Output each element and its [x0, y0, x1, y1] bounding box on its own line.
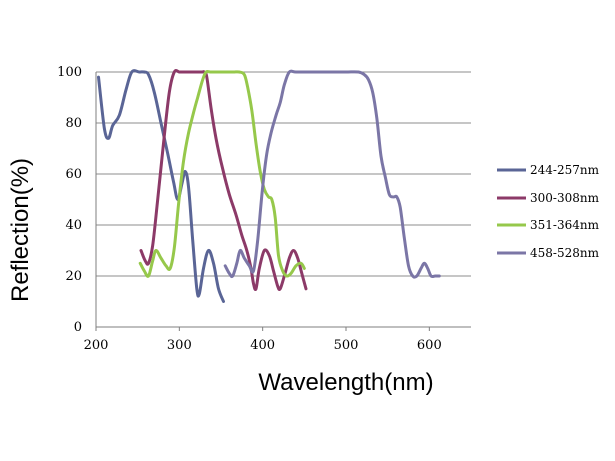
legend-label-300-308: 300-308nm [530, 191, 600, 205]
y-tick-label: 0 [74, 320, 82, 335]
legend-label-458-528: 458-528nm [530, 246, 600, 260]
legend: 244-257nm 300-308nm 351-364nm 458-528nm [497, 163, 600, 260]
gridlines [96, 71, 471, 277]
x-tick-label: 400 [250, 338, 275, 353]
x-tick-label: 600 [417, 338, 442, 353]
x-tick-label: 200 [84, 338, 109, 353]
y-tick-label: 20 [65, 269, 82, 284]
x-tick-label: 300 [167, 338, 192, 353]
legend-label-351-364: 351-364nm [530, 218, 600, 232]
series-line-244-257 [97, 69, 225, 303]
x-tick-label: 500 [334, 338, 359, 353]
plot-area [97, 69, 441, 303]
y-tick-label: 100 [57, 65, 82, 80]
legend-label-244-257: 244-257nm [530, 163, 600, 177]
axes [95, 72, 471, 331]
series-line-300-308 [139, 69, 308, 292]
y-tick-label: 60 [65, 167, 82, 182]
series-line-351-364 [138, 69, 306, 278]
y-tick-labels: 0 20 40 60 80 100 [57, 65, 82, 335]
y-tick-label: 40 [65, 218, 82, 233]
series-line-458-528 [223, 69, 441, 279]
x-tick-labels: 200 300 400 500 600 [84, 338, 442, 353]
y-axis-title: Reflection(%) [7, 158, 34, 302]
y-tick-label: 80 [65, 116, 82, 131]
x-axis-title: Wavelength(nm) [258, 369, 433, 396]
